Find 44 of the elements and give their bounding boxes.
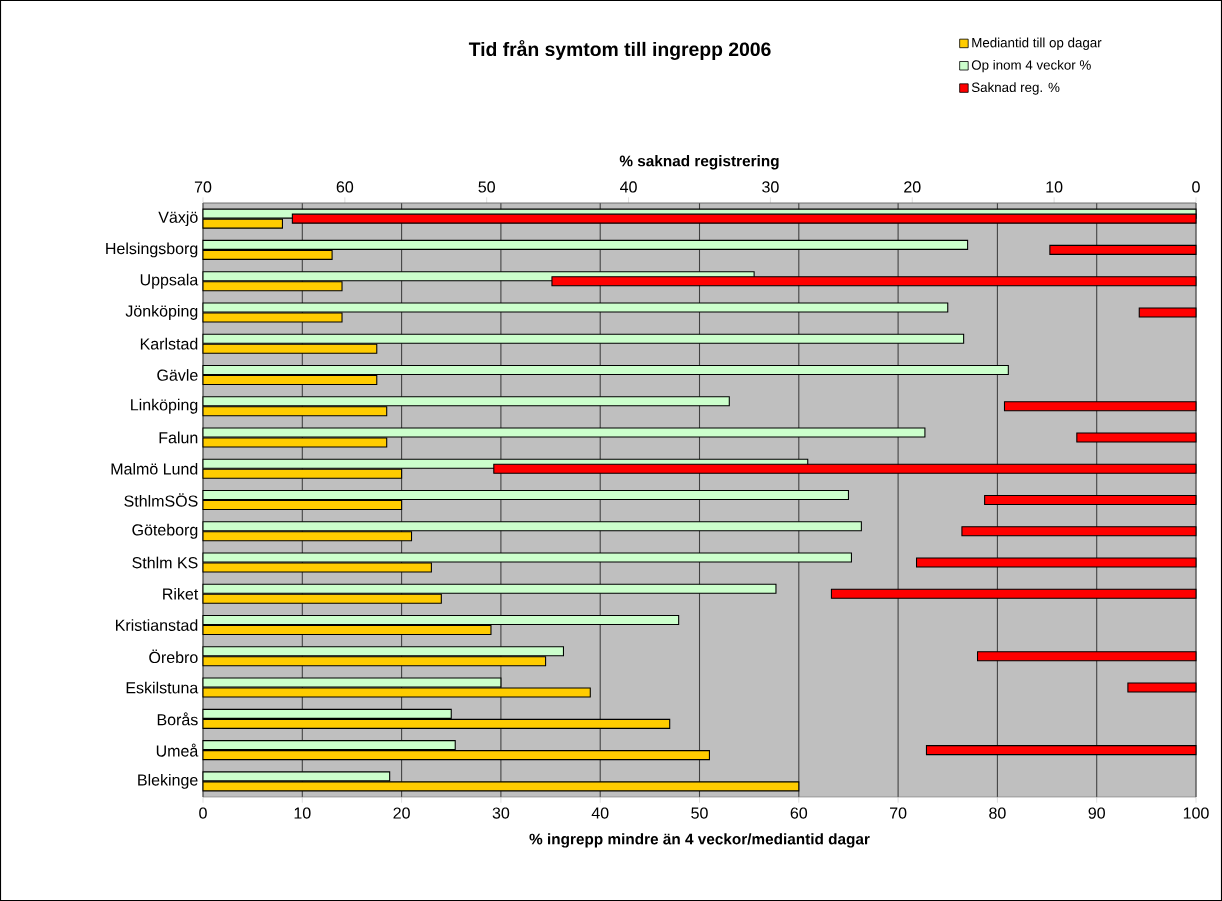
x2-tick-label: 20 (904, 181, 921, 193)
y-tick-label: Blekinge (138, 773, 198, 789)
legend-label: Op inom 4 veckor % (971, 59, 1091, 73)
x-tick-label: 70 (890, 807, 907, 819)
x-tick-label: 90 (1088, 807, 1105, 819)
chart-title: Tid från symtom till ingrepp 2006 (468, 39, 771, 60)
x2-tick-label: 50 (478, 181, 495, 193)
legend-label: Mediantid till op dagar (972, 37, 1102, 51)
y-tick-label: Karlstad (140, 337, 198, 350)
y-tick-label: Linköping (131, 398, 198, 414)
y-tick-label: Falun (159, 431, 198, 444)
y-tick-label: Göteborg (132, 523, 198, 539)
y-tick-label: Jönköping (125, 304, 198, 320)
y-tick-label: Umeå (156, 743, 199, 757)
y-tick-label: Växjö (158, 211, 198, 227)
x-tick-label: 80 (989, 807, 1006, 819)
y-tick-label: Sthlm KS (132, 556, 198, 569)
y-tick-label: Gävle (157, 369, 198, 381)
y-tick-label: Helsingsborg (106, 242, 198, 258)
x-tick-label: 10 (294, 807, 311, 819)
y-tick-label: Uppsala (140, 273, 199, 289)
x2-tick-label: 70 (194, 181, 212, 193)
y-tick-label: Borås (157, 712, 198, 726)
x-tick-label: 40 (591, 807, 609, 819)
y-tick-label: Örebro (149, 649, 198, 664)
y-tick-label: Malmö Lund (111, 462, 198, 475)
y-tick-label: SthlmSÖS (124, 493, 198, 507)
x2-tick-label: 0 (1192, 181, 1200, 193)
x2-tick-label: 40 (620, 181, 637, 193)
x-tick-label: 0 (199, 807, 207, 819)
x-tick-label: 100 (1183, 807, 1209, 819)
y-tick-label: Eskilstuna (126, 681, 199, 694)
x2-tick-label: 30 (762, 181, 779, 193)
x-tick-label: 60 (790, 807, 808, 819)
x2-tick-label: 60 (336, 181, 354, 193)
y-tick-label: Kristianstad (116, 619, 198, 631)
x2-tick-label: 10 (1046, 181, 1063, 193)
x-tick-label: 30 (492, 807, 510, 819)
y-tick-label: Riket (163, 587, 199, 600)
x-axis-title: % ingrepp mindre än 4 veckor/mediantid dagar (529, 833, 870, 848)
x2-axis-title: % saknad registrering (619, 155, 779, 170)
x-tick-label: 50 (691, 807, 708, 819)
x-tick-label: 20 (393, 807, 410, 819)
legend-label: Saknad reg. % (971, 82, 1060, 95)
